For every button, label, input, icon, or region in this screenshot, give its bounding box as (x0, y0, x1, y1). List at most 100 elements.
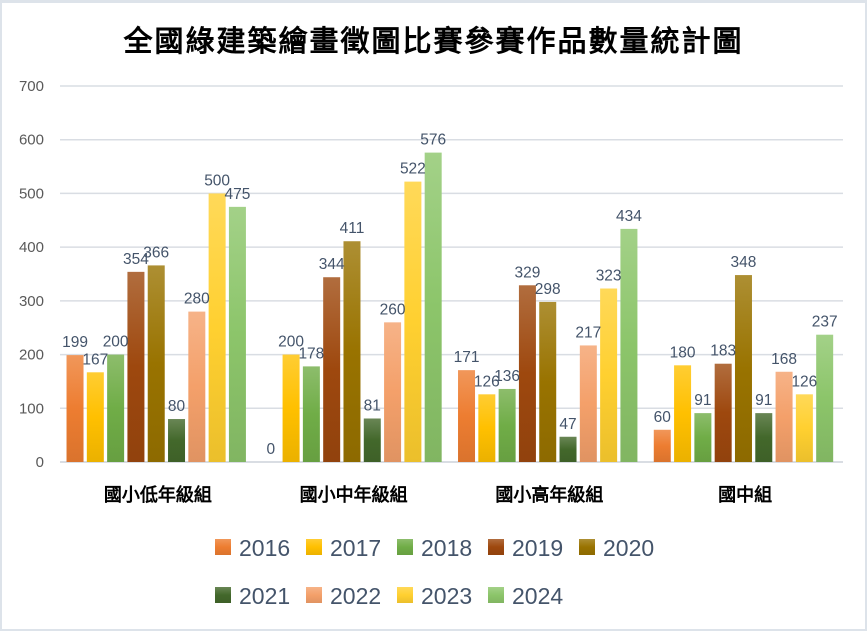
bar-2022-3 (775, 371, 793, 462)
bar-2019-0 (127, 271, 145, 462)
bar-2017-0 (86, 372, 104, 462)
data-label-2019-2: 329 (514, 264, 540, 281)
data-label-2016-2: 171 (454, 349, 480, 366)
y-tick-label: 100 (19, 400, 44, 417)
data-label-2016-0: 199 (62, 334, 88, 351)
bar-2023-1 (404, 181, 422, 462)
legend-swatch (397, 587, 413, 603)
legend-swatch (488, 539, 504, 555)
data-label-2019-3: 183 (710, 343, 736, 360)
legend-label: 2019 (512, 535, 563, 561)
legend-swatch (306, 539, 322, 555)
legend-label: 2021 (239, 583, 290, 609)
data-label-2022-3: 168 (771, 351, 797, 368)
data-label-2018-0: 200 (103, 334, 129, 351)
legend-swatch (215, 587, 231, 603)
legend-label: 2024 (512, 583, 563, 609)
legend-swatch (397, 539, 413, 555)
legend-label: 2020 (603, 535, 654, 561)
category-label: 國小高年級組 (495, 484, 603, 506)
data-label-2024-0: 475 (224, 186, 250, 203)
legend-item-2023: 2023 (397, 583, 472, 609)
data-label-2023-0: 500 (204, 172, 230, 189)
data-label-2022-2: 217 (575, 324, 601, 341)
category-label: 國小低年級組 (104, 484, 212, 506)
data-label-2022-1: 260 (380, 301, 406, 318)
legend-swatch (579, 539, 595, 555)
data-label-2020-0: 366 (143, 244, 169, 261)
bar-2023-0 (208, 193, 226, 462)
legend-item-2022: 2022 (306, 583, 381, 609)
data-label-2019-0: 354 (123, 251, 149, 268)
bar-2019-3 (714, 363, 732, 462)
data-label-2019-1: 344 (319, 256, 345, 273)
y-tick-label: 400 (19, 239, 44, 256)
bar-2019-1 (323, 277, 341, 462)
data-label-2018-2: 136 (494, 368, 520, 385)
category-label: 國小中年級組 (300, 484, 408, 506)
y-tick-label: 200 (19, 347, 44, 364)
legend-item-2020: 2020 (579, 535, 654, 561)
bar-2024-0 (228, 206, 246, 462)
legend: 2016 2017 2018 2019 2020 2021 2022 2023 2024 (215, 535, 654, 609)
bar-2016-3 (653, 429, 671, 462)
data-label-2021-2: 47 (559, 416, 576, 433)
data-label-2020-1: 411 (340, 220, 365, 237)
legend-label: 2018 (421, 535, 472, 561)
legend-label: 2023 (421, 583, 472, 609)
legend-label: 2016 (239, 535, 290, 561)
bar-2018-3 (694, 413, 712, 462)
data-labels: 1991672003543668028050047502001783444118… (62, 132, 838, 458)
legend-item-2019: 2019 (488, 535, 563, 561)
bar-2020-0 (147, 265, 165, 462)
category-labels: 國小低年級組 國小中年級組 國小高年級組 國中組 (104, 484, 772, 506)
data-label-2023-3: 126 (791, 373, 817, 390)
data-label-2017-1: 200 (278, 334, 304, 351)
legend-label: 2017 (330, 535, 381, 561)
bar-2021-0 (168, 419, 186, 462)
data-label-2024-2: 434 (616, 208, 642, 225)
bar-2021-3 (755, 413, 773, 462)
bar-2024-3 (816, 334, 834, 462)
bar-2018-1 (302, 366, 320, 462)
data-label-2023-1: 522 (400, 161, 426, 178)
legend-item-2021: 2021 (215, 583, 290, 609)
data-label-2017-0: 167 (82, 351, 108, 368)
bar-2022-2 (579, 345, 597, 462)
y-axis-ticks: 0 100 200 300 400 500 600 700 (19, 78, 44, 471)
bar-2019-2 (518, 285, 536, 462)
bar-2020-3 (734, 275, 752, 462)
bar-2016-0 (66, 355, 84, 462)
legend-item-2017: 2017 (306, 535, 381, 561)
bar-2020-1 (343, 241, 361, 462)
data-label-2017-3: 180 (670, 344, 696, 361)
legend-swatch (306, 587, 322, 603)
bar-2023-2 (600, 288, 618, 462)
category-label: 國中組 (718, 484, 772, 506)
bar-2021-2 (559, 436, 577, 462)
bar-2022-1 (384, 322, 402, 462)
bar-2023-3 (795, 394, 813, 462)
data-label-2016-3: 60 (654, 409, 672, 426)
legend-item-2016: 2016 (215, 535, 290, 561)
data-label-2017-2: 126 (474, 373, 500, 390)
legend-label: 2022 (330, 583, 381, 609)
legend-swatch (488, 587, 504, 603)
y-tick-label: 300 (19, 293, 44, 310)
bar-2016-2 (458, 370, 476, 462)
y-tick-label: 700 (19, 78, 44, 95)
y-tick-label: 0 (36, 454, 44, 471)
bar-2024-1 (424, 152, 442, 462)
bar-2024-2 (620, 228, 638, 462)
data-label-2016-1: 0 (266, 441, 275, 458)
bar-2020-2 (539, 301, 557, 462)
bar-2021-1 (363, 418, 381, 462)
data-label-2024-3: 237 (812, 314, 838, 331)
legend-swatch (215, 539, 231, 555)
y-tick-label: 500 (19, 185, 44, 202)
data-label-2018-3: 91 (694, 392, 711, 409)
data-label-2020-3: 348 (731, 254, 757, 271)
bar-2017-1 (282, 354, 300, 462)
data-label-2021-0: 80 (168, 398, 186, 415)
